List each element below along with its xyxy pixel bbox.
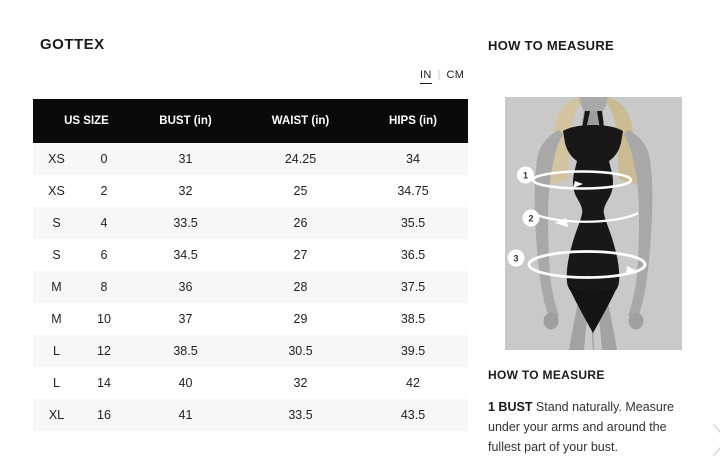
svg-text:3: 3 (513, 254, 518, 264)
svg-text:1: 1 (523, 171, 528, 181)
svg-text:2: 2 (528, 214, 533, 224)
